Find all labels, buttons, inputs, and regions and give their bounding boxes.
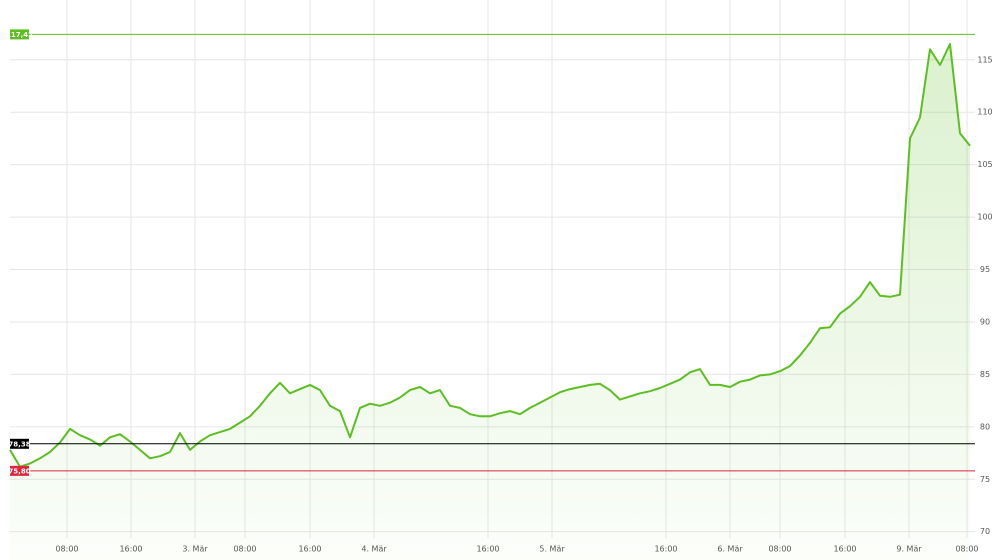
reference-label-box bbox=[10, 465, 29, 476]
reference-label: 117,42 bbox=[6, 31, 33, 39]
y-tick-label: 70 bbox=[980, 527, 990, 536]
y-tick-label: 90 bbox=[980, 317, 990, 326]
reference-label-box bbox=[10, 438, 29, 449]
reference-label: 78,38 bbox=[8, 440, 30, 448]
y-tick-label: 75 bbox=[980, 475, 990, 484]
y-tick-label: 95 bbox=[980, 265, 990, 274]
y-tick-label: 115 bbox=[977, 55, 992, 64]
reference-label-box bbox=[10, 29, 29, 40]
price-line bbox=[9, 43, 971, 468]
area bbox=[10, 44, 970, 560]
y-tick-label: 110 bbox=[977, 108, 992, 117]
y-tick-label: 80 bbox=[980, 422, 990, 431]
reference-label: 75,80 bbox=[8, 467, 30, 475]
y-tick-label: 85 bbox=[980, 370, 990, 379]
y-tick-label: 100 bbox=[977, 213, 992, 222]
y-tick-label: 105 bbox=[977, 160, 992, 169]
